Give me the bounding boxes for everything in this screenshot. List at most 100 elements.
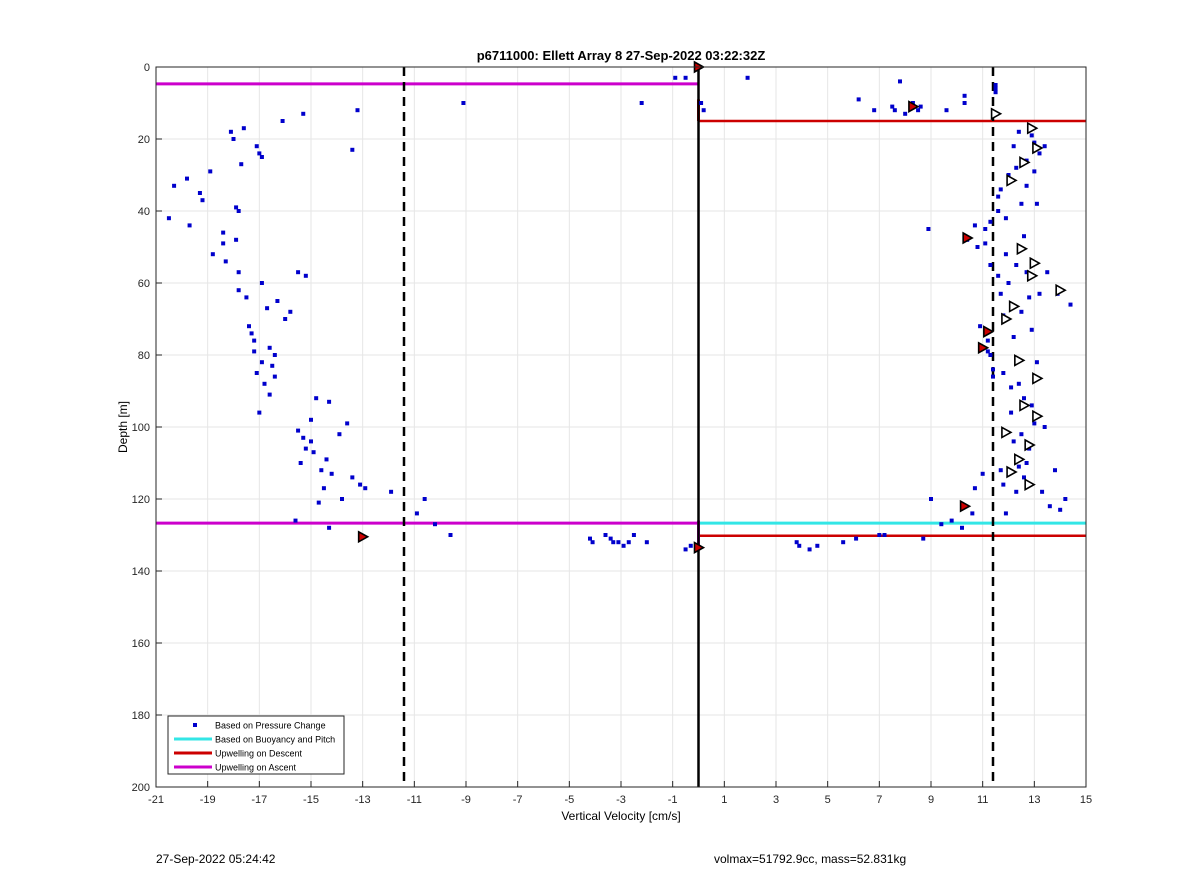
pressure-change-point <box>1029 133 1034 138</box>
pressure-change-point <box>960 525 964 530</box>
pressure-change-point <box>1016 464 1021 469</box>
pressure-change-point <box>872 108 877 113</box>
pressure-change-point <box>208 169 213 174</box>
pressure-change-point <box>327 399 332 404</box>
pressure-change-point <box>1034 360 1039 365</box>
pitch-marker-open <box>1026 121 1039 135</box>
pitch-marker-open <box>1014 453 1026 466</box>
pressure-change-point <box>616 540 621 545</box>
pressure-change-point <box>314 396 319 401</box>
pressure-change-point <box>329 471 334 476</box>
pressure-change-point <box>993 86 998 91</box>
legend-entry-label: Based on Pressure Change <box>215 721 326 731</box>
pressure-change-point <box>949 518 954 523</box>
pressure-change-point <box>280 119 285 123</box>
pressure-change-point <box>247 324 251 329</box>
pressure-change-point <box>918 104 923 109</box>
pressure-change-point <box>1014 165 1019 170</box>
y-tick-label: 160 <box>132 638 150 650</box>
pressure-change-point <box>345 421 350 426</box>
axis-ticks: -21 -19 -17 -15 -13 -11 -9 -7 -5 -3 -1 1 3 5 7 9 11 13 150… <box>132 62 1092 806</box>
pressure-change-point <box>854 536 859 541</box>
pressure-change-point <box>1001 482 1006 487</box>
pressure-change-point <box>1024 461 1029 465</box>
pressure-change-point <box>996 209 1001 213</box>
y-tick-label: 180 <box>132 710 150 722</box>
pressure-change-point <box>433 522 437 527</box>
pressure-change-point <box>303 446 308 451</box>
pressure-change-point <box>996 194 1001 199</box>
pressure-change-point <box>983 241 988 246</box>
pressure-change-point <box>1042 425 1047 429</box>
pressure-change-point <box>1024 270 1029 275</box>
x-tick-label: -21 <box>148 794 164 806</box>
pressure-change-point <box>221 230 226 235</box>
pitch-marker-open <box>1032 409 1044 423</box>
reference-lines <box>156 67 1086 787</box>
pitch-marker-open <box>1001 312 1013 326</box>
pressure-change-point <box>626 540 631 545</box>
pressure-change-point <box>257 410 262 415</box>
x-tick-label: 9 <box>928 794 934 806</box>
pressure-change-point <box>236 270 241 275</box>
pressure-change-point <box>991 374 995 379</box>
pressure-change-point <box>926 227 931 231</box>
y-tick-label: 200 <box>132 782 150 794</box>
pressure-change-point <box>262 381 267 386</box>
x-tick-label: -13 <box>355 794 371 806</box>
pressure-change-point <box>972 223 977 228</box>
pressure-change-point <box>340 497 344 501</box>
pressure-change-point <box>1009 410 1014 415</box>
pressure-change-point <box>985 349 990 354</box>
pressure-change-point <box>1014 489 1019 494</box>
pressure-change-point <box>639 101 644 105</box>
pressure-change-point <box>588 536 592 541</box>
pressure-change-point <box>1011 144 1016 149</box>
pitch-marker-open <box>1019 156 1031 169</box>
pressure-change-point <box>316 500 321 505</box>
x-tick-label: 5 <box>825 794 831 806</box>
pressure-change-point <box>975 245 980 249</box>
pressure-change-point <box>241 126 246 131</box>
pressure-change-point <box>337 432 342 437</box>
y-tick-label: 60 <box>138 278 150 290</box>
pressure-change-point <box>590 540 595 545</box>
pressure-change-point <box>1037 151 1042 156</box>
pressure-change-point <box>239 162 244 167</box>
pressure-change-point <box>461 101 466 105</box>
grid-layer <box>155 66 1087 788</box>
pressure-change-point <box>898 79 902 84</box>
footer-volmax-mass: volmax=51792.9cc, mass=52.831kg <box>714 852 907 866</box>
pressure-change-point <box>228 129 233 134</box>
pressure-change-point <box>988 219 993 224</box>
pitch-marker-filled <box>962 231 974 245</box>
legend: Based on Pressure Change Based on Buoyanc… <box>167 715 345 775</box>
pressure-change-point <box>1019 201 1024 206</box>
pressure-change-point <box>1045 270 1050 275</box>
pitch-marker-filled <box>959 499 972 513</box>
pressure-change-point <box>244 295 249 300</box>
pitch-marker-open <box>1024 478 1036 491</box>
pressure-change-point <box>301 435 306 440</box>
pressure-change-point <box>644 540 649 545</box>
x-tick-label: 1 <box>721 794 727 806</box>
pressure-change-point <box>929 497 933 501</box>
pressure-change-point <box>234 237 239 242</box>
pressure-change-point <box>1042 144 1047 149</box>
pressure-change-point <box>1011 439 1016 444</box>
pressure-change-point <box>1003 216 1008 221</box>
pressure-change-point <box>983 227 988 231</box>
pressure-change-point <box>1019 432 1024 437</box>
pressure-change-point <box>1022 396 1026 401</box>
pressure-change-point <box>621 543 626 548</box>
pressure-change-point <box>673 75 678 80</box>
pressure-change-point <box>358 482 363 487</box>
x-tick-label: 13 <box>1028 794 1040 806</box>
pressure-change-point <box>1068 302 1073 307</box>
pressure-change-point <box>903 111 908 116</box>
pressure-change-point <box>921 536 926 541</box>
pressure-change-point <box>1032 140 1037 145</box>
pressure-change-point <box>270 363 275 368</box>
pressure-change-point <box>807 547 812 552</box>
pressure-change-point <box>998 468 1003 473</box>
